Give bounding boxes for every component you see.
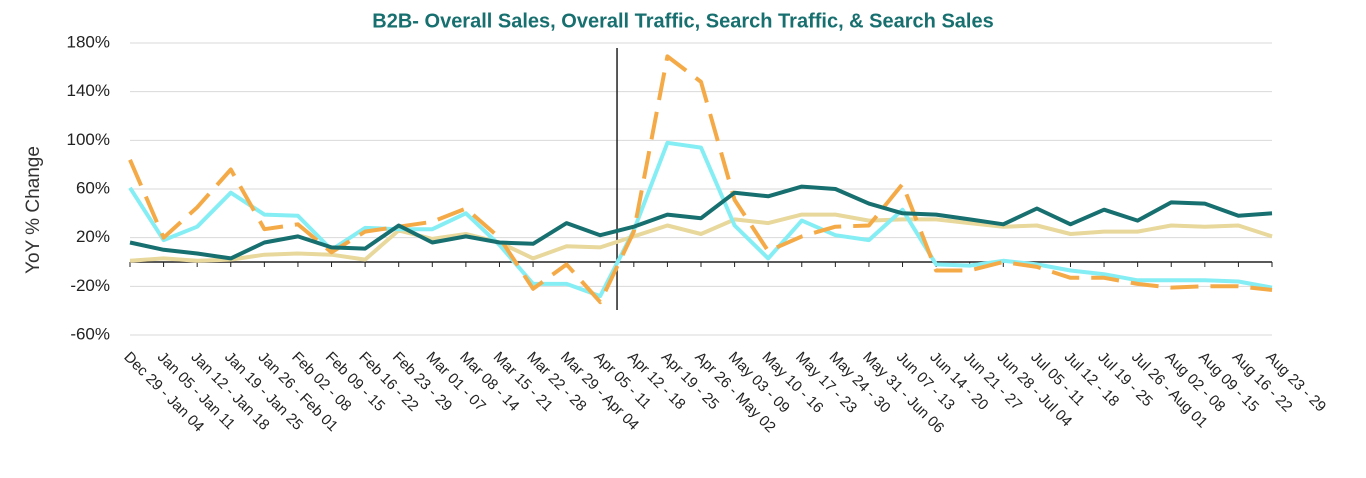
y-tick-label: -60% [70, 324, 110, 343]
chart-title: B2B- Overall Sales, Overall Traffic, Sea… [372, 10, 993, 32]
y-axis-title: YoY % Change [23, 146, 44, 274]
series-line [129, 212, 1273, 263]
y-tick-label: -20% [70, 276, 110, 295]
y-tick-label: 100% [67, 130, 110, 149]
y-tick-label: 180% [67, 32, 110, 51]
series-line [129, 184, 1273, 261]
y-tick-label: 140% [67, 81, 110, 100]
y-tick-label: 20% [76, 227, 110, 246]
y-tick-label: 60% [76, 178, 110, 197]
series-line [128, 140, 1273, 299]
series-line [128, 54, 1273, 305]
